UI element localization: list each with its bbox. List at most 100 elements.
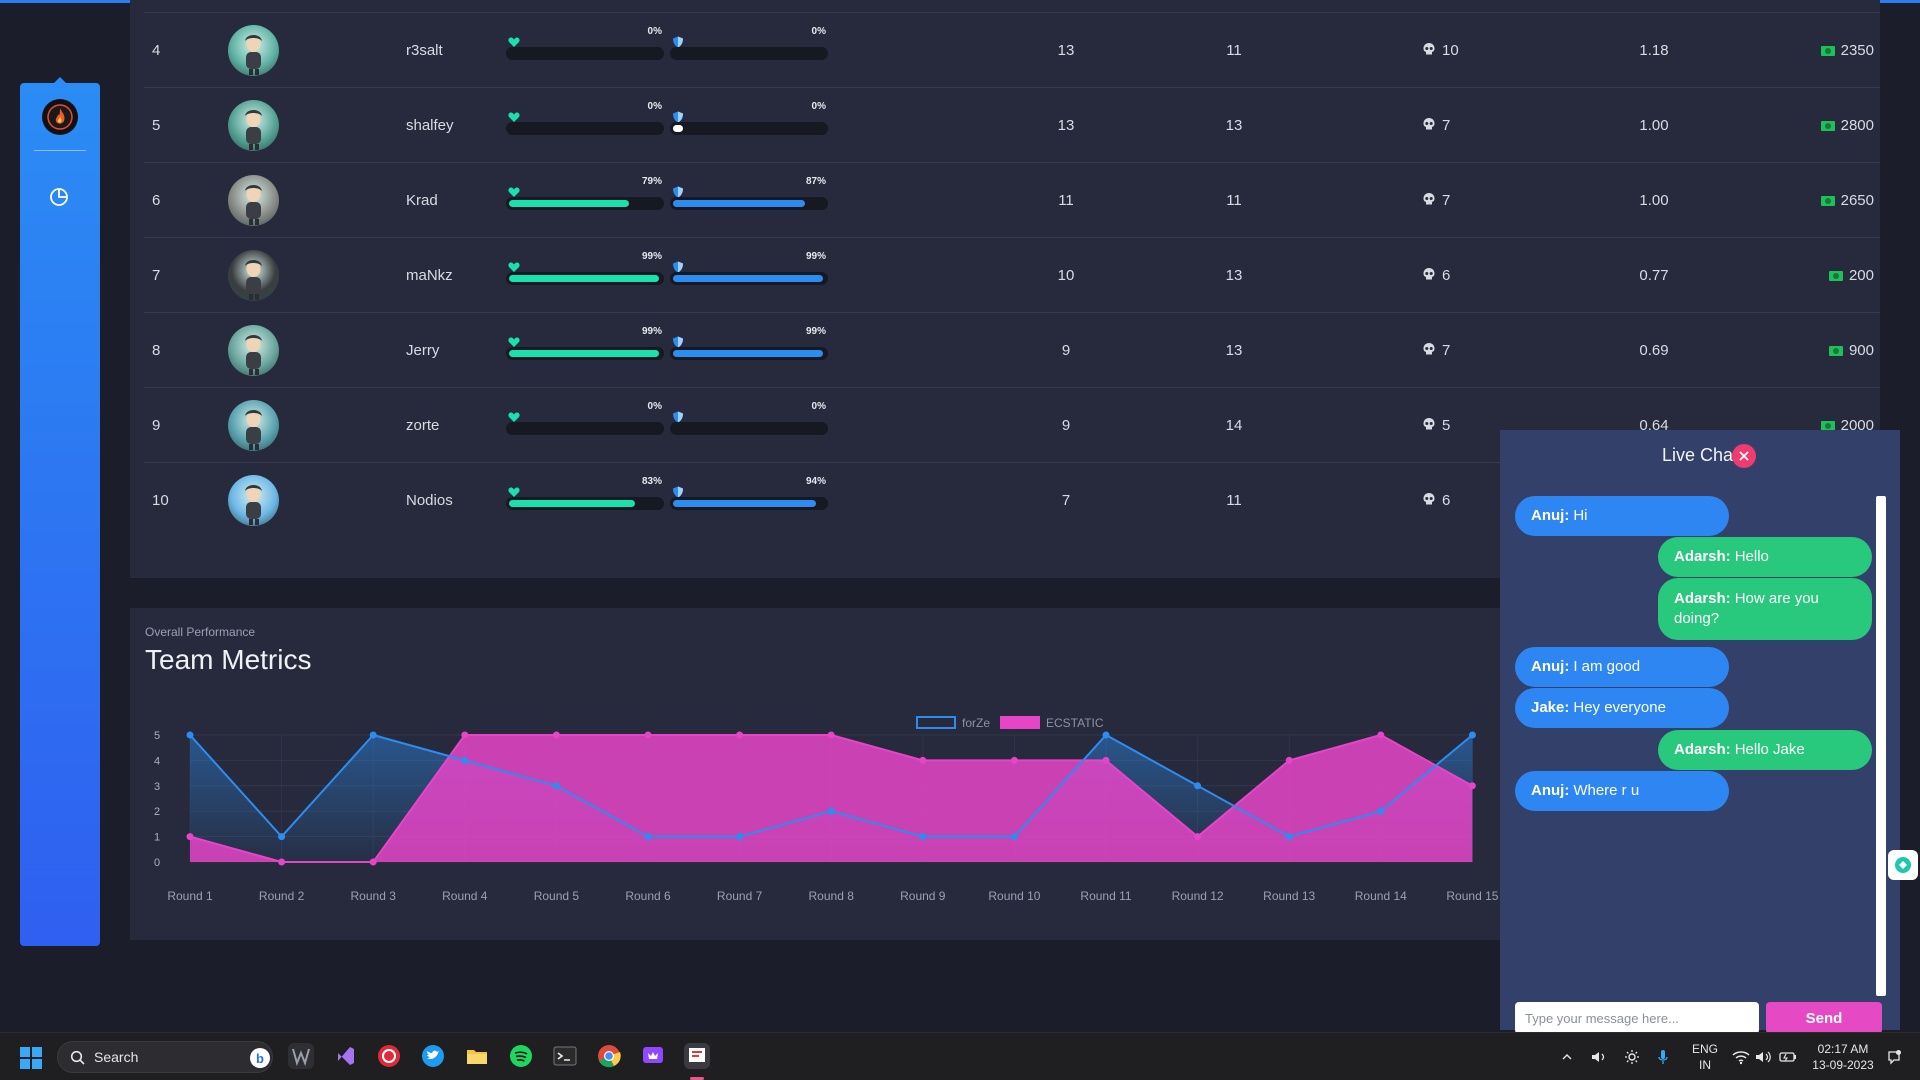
legend-ecstatic-label: ECSTATIC xyxy=(1046,716,1104,730)
antivirus-icon[interactable] xyxy=(376,1043,402,1069)
microphone-icon[interactable] xyxy=(1656,1033,1670,1080)
player-deaths: 13 xyxy=(1225,267,1243,284)
player-name[interactable]: Krad xyxy=(406,192,438,209)
table-row[interactable]: 4 r3salt 0% 0% 13 11 10 1.18 2350 xyxy=(144,12,1880,87)
player-name[interactable]: zorte xyxy=(406,417,440,434)
chat-message-input[interactable] xyxy=(1515,1002,1759,1034)
predator-app-icon[interactable] xyxy=(288,1043,314,1069)
chat-message: Adarsh: How are you doing? xyxy=(1658,578,1872,640)
ecstatic-point xyxy=(644,731,652,739)
show-hidden-icons-icon[interactable] xyxy=(1560,1033,1574,1080)
armor-fill xyxy=(673,275,823,282)
table-row[interactable]: 7 maNkz 99% 99% 10 13 6 0.77 200 xyxy=(144,237,1880,312)
ecstatic-point xyxy=(1377,731,1385,739)
twitch-icon[interactable] xyxy=(640,1043,666,1069)
chat-message: Adarsh: Hello Jake xyxy=(1658,730,1872,770)
chat-message-text: Adarsh: How are you doing? xyxy=(1674,589,1856,629)
flame-logo-icon[interactable] xyxy=(42,99,78,135)
windows-start-icon[interactable] xyxy=(20,1047,42,1069)
forze-point xyxy=(186,731,194,739)
volume-icon[interactable] xyxy=(1754,1033,1772,1080)
player-avatar xyxy=(228,250,279,301)
language-indicator[interactable]: ENG IN xyxy=(1691,1033,1719,1080)
player-name[interactable]: r3salt xyxy=(406,42,443,59)
player-avatar xyxy=(228,100,279,151)
pie-chart-icon[interactable] xyxy=(48,186,70,208)
visual-studio-icon[interactable] xyxy=(332,1043,358,1069)
player-name[interactable]: Jerry xyxy=(406,342,440,359)
table-row[interactable]: 5 shalfey 0% 0% 13 13 7 1.00 2800 xyxy=(144,87,1880,162)
chat-message: Anuj: Where r u xyxy=(1515,771,1729,811)
health-percent: 0% xyxy=(647,26,662,37)
armor-track xyxy=(670,122,828,135)
forze-point xyxy=(278,833,286,841)
chat-message-body: How are you doing? xyxy=(1674,590,1819,627)
brightness-icon[interactable] xyxy=(1624,1033,1640,1080)
health-percent: 83% xyxy=(641,476,662,487)
chat-sender: Adarsh: xyxy=(1674,741,1731,758)
chart-subtitle: Overall Performance xyxy=(145,625,256,639)
health-fill xyxy=(509,275,659,282)
armor-bar: 94% xyxy=(670,463,828,538)
table-row[interactable]: 9 zorte 0% 0% 9 14 5 0.64 2000 xyxy=(144,387,1880,462)
chat-toggle-icon[interactable] xyxy=(1888,850,1918,880)
legend-forze-label: forZe xyxy=(962,716,990,730)
player-avatar xyxy=(228,475,279,526)
notification-icon[interactable] xyxy=(1886,1033,1902,1080)
file-explorer-icon[interactable] xyxy=(464,1043,490,1069)
y-tick-label: 4 xyxy=(154,755,160,767)
chart-title: Team Metrics xyxy=(145,644,312,675)
money-value: 2000 xyxy=(1840,417,1874,434)
chat-message-body: Hello Jake xyxy=(1734,741,1805,758)
ecstatic-point xyxy=(1102,756,1110,764)
forze-point xyxy=(369,731,377,739)
forze-point xyxy=(1377,807,1385,815)
shield-icon xyxy=(672,110,684,123)
chat-scrollbar[interactable] xyxy=(1876,496,1886,996)
headshot-count: 6 xyxy=(1442,267,1451,284)
player-name[interactable]: maNkz xyxy=(406,267,453,284)
skull-icon xyxy=(1422,117,1436,135)
health-track xyxy=(506,347,664,360)
cash-icon xyxy=(1820,420,1835,431)
battery-icon[interactable] xyxy=(1778,1033,1798,1080)
player-name[interactable]: shalfey xyxy=(406,117,454,134)
table-row[interactable]: 6 Krad 79% 87% 11 11 7 1.00 2650 xyxy=(144,162,1880,237)
y-tick-label: 5 xyxy=(154,730,160,742)
player-headshots: 7 xyxy=(1422,163,1450,238)
chrome-icon[interactable] xyxy=(596,1043,622,1069)
table-row[interactable]: 10 Nodios 83% 94% 7 11 6 xyxy=(144,462,1880,537)
health-track xyxy=(506,272,664,285)
health-bar: 0% xyxy=(506,88,664,163)
terminal-icon[interactable] xyxy=(552,1043,578,1069)
twitter-icon[interactable] xyxy=(420,1043,446,1069)
spotify-icon[interactable] xyxy=(508,1043,534,1069)
wifi-icon[interactable] xyxy=(1732,1033,1750,1080)
chat-message-body: Hi xyxy=(1573,507,1588,524)
close-icon[interactable] xyxy=(1732,444,1756,468)
chat-title-label: Live Chat xyxy=(1661,445,1739,465)
shield-icon xyxy=(672,335,684,348)
money-value: 900 xyxy=(1848,342,1874,359)
send-button[interactable]: Send xyxy=(1766,1002,1882,1034)
chat-message-text: Jake: Hey everyone xyxy=(1531,698,1666,718)
bing-icon[interactable]: b xyxy=(250,1048,270,1068)
player-name[interactable]: Nodios xyxy=(406,492,453,509)
health-track xyxy=(506,422,664,435)
snipping-tool-icon[interactable] xyxy=(684,1043,710,1069)
player-stats-table: 4 r3salt 0% 0% 13 11 10 1.18 2350 5 shalfey 0% 0% 13 1… xyxy=(130,0,1880,578)
cash-icon xyxy=(1820,120,1835,131)
clock[interactable]: 02:17 AM 13-09-2023 xyxy=(1808,1033,1878,1080)
armor-bar: 0% xyxy=(670,13,828,88)
player-avatar xyxy=(228,175,279,226)
player-rank: 5 xyxy=(152,117,161,134)
chat-sender: Adarsh: xyxy=(1674,548,1731,565)
table-row[interactable]: 8 Jerry 99% 99% 9 13 7 0.69 900 xyxy=(144,312,1880,387)
ecstatic-point xyxy=(1194,833,1202,841)
x-tick-label: Round 7 xyxy=(717,889,763,903)
player-money: 200 xyxy=(1804,238,1874,313)
speaker-icon[interactable] xyxy=(1590,1033,1608,1080)
cash-icon xyxy=(1820,195,1835,206)
health-track xyxy=(506,497,664,510)
taskbar-search[interactable]: Search b xyxy=(57,1041,273,1073)
